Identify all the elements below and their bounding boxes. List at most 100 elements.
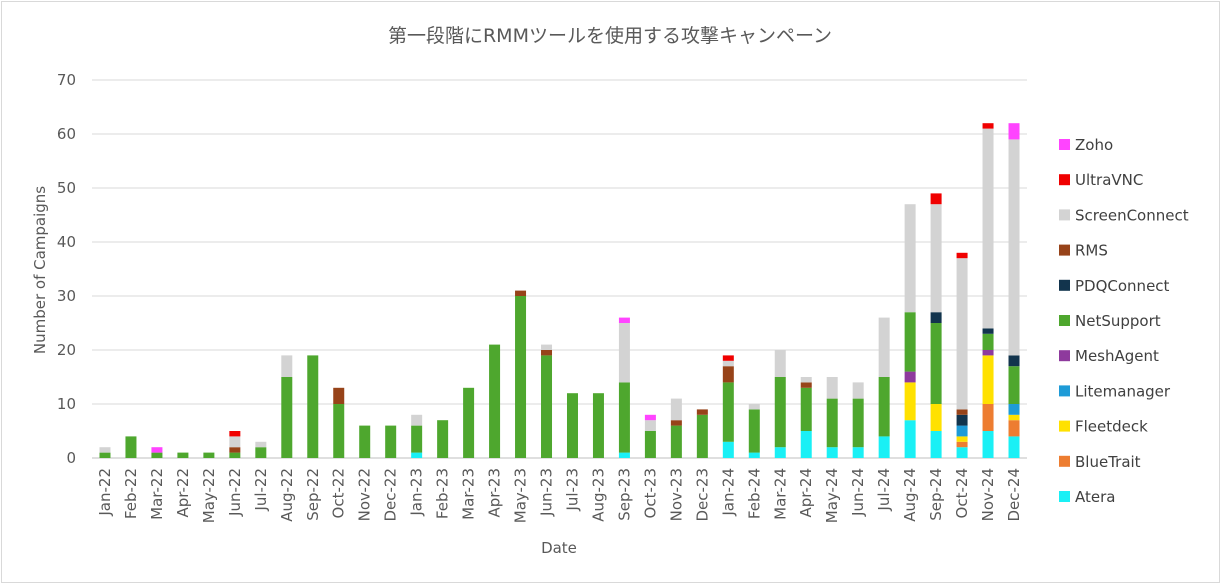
bar-segment (774, 447, 786, 458)
legend-label: Litemanager (1075, 382, 1171, 400)
bar-segment (878, 317, 890, 377)
legend-swatch (1059, 174, 1070, 186)
x-tick-label: Dec-23 (693, 468, 711, 522)
bar-segment (670, 420, 682, 426)
legend-swatch (1059, 420, 1070, 432)
bar-segment (1008, 404, 1020, 415)
bar-segment (878, 436, 890, 458)
legend-label: BlueTrait (1075, 453, 1141, 471)
x-tick-label: May-22 (200, 468, 218, 523)
bar-segment (281, 355, 293, 377)
bar-segment (826, 447, 838, 458)
y-tick-label: 60 (57, 125, 76, 143)
x-tick-label: Dec-24 (1005, 468, 1023, 522)
legend-label: Zoho (1075, 136, 1113, 154)
y-tick-label: 0 (66, 449, 76, 467)
bar-segment (411, 414, 423, 426)
bar-segment (826, 377, 838, 399)
x-tick-label: Sep-24 (927, 468, 945, 521)
x-tick-label: Jun-24 (849, 468, 867, 517)
x-tick-label: Apr-22 (174, 468, 192, 518)
legend-swatch (1059, 139, 1070, 150)
bar-segment (722, 441, 734, 458)
bar-segment (956, 447, 968, 458)
x-tick-label: Apr-23 (486, 468, 504, 518)
bar-segment (644, 414, 656, 421)
bar-segment (956, 425, 968, 437)
bar-segment (333, 387, 345, 404)
bar-segment (229, 447, 241, 453)
bar-segment (99, 447, 111, 453)
bar-segment (904, 420, 916, 458)
bar-segment (852, 447, 864, 458)
bar-segment (307, 355, 319, 458)
x-tick-label: Sep-22 (304, 468, 322, 521)
bar-segment (878, 377, 890, 437)
bar-segment (852, 398, 864, 448)
y-tick-label: 10 (57, 395, 76, 413)
bar-segment (255, 447, 267, 458)
legend-swatch (1059, 491, 1070, 502)
x-tick-label: Mar-23 (460, 468, 478, 520)
legend-label: UltraVNC (1075, 171, 1143, 189)
legend-label: NetSupport (1075, 312, 1161, 330)
legend: Zoho UltraVNC ScreenConnect RMS PDQConnect Ne… (1059, 136, 1189, 506)
bar-segment (333, 404, 345, 458)
bar-segment (982, 333, 994, 350)
bar-segment (722, 382, 734, 442)
y-axis-title: Number of Campaigns (31, 186, 49, 354)
x-tick-label: Jan-24 (719, 468, 737, 517)
bar-segment (541, 355, 553, 458)
legend-label: ScreenConnect (1075, 206, 1189, 224)
bar-segment (229, 436, 241, 448)
bar-segment (800, 387, 812, 431)
bar-segment (930, 323, 942, 404)
bar-segment (904, 371, 916, 383)
x-tick-label: Apr-24 (797, 468, 815, 518)
bar-segment (722, 360, 734, 367)
x-axis-title: Date (541, 539, 577, 557)
bar-segment (229, 431, 241, 437)
bar-segment (722, 366, 734, 383)
bar-segment (229, 452, 241, 458)
bar-segment (151, 447, 163, 453)
bar-segment (99, 452, 111, 458)
x-tick-label: Oct-23 (641, 468, 659, 518)
legend-swatch (1059, 315, 1070, 326)
bar-segment (982, 350, 994, 356)
bar-segment (541, 350, 553, 356)
x-tick-label: May-23 (512, 468, 530, 523)
x-tick-label: Dec-22 (382, 468, 400, 522)
y-tick-label: 50 (57, 179, 76, 197)
x-tick-label: Sep-23 (615, 468, 633, 521)
bar-segment (696, 409, 708, 415)
bar-segment (618, 323, 630, 383)
bar-segment (930, 204, 942, 313)
bar-segment (515, 296, 527, 458)
x-tick-label: Jun-22 (226, 468, 244, 517)
legend-swatch (1059, 455, 1070, 467)
bar-segment (982, 355, 994, 404)
x-tick-label: Jul-22 (252, 468, 270, 512)
bar-segment (566, 393, 578, 458)
bar-segment (618, 317, 630, 323)
x-tick-label: Oct-22 (330, 468, 348, 518)
chart-title: 第一段階にRMMツールを使用する攻撃キャンペーン (388, 25, 832, 47)
bar-segment (748, 452, 760, 458)
bar-segment (463, 387, 475, 458)
bar-segment (956, 441, 968, 448)
legend-swatch (1059, 279, 1070, 291)
x-tick-label: Oct-24 (953, 468, 971, 518)
bar-segment (904, 204, 916, 313)
x-tick-label: May-24 (823, 468, 841, 523)
bar-segment (956, 436, 968, 442)
x-tick-label: Jan-23 (408, 468, 426, 517)
bar-segment (930, 193, 942, 205)
bar-segment (1008, 366, 1020, 404)
y-tick-label: 20 (57, 341, 76, 359)
bar-segment (618, 382, 630, 453)
bar-segment (255, 441, 267, 448)
x-tick-label: Feb-24 (745, 468, 763, 519)
bar-segment (359, 425, 371, 458)
